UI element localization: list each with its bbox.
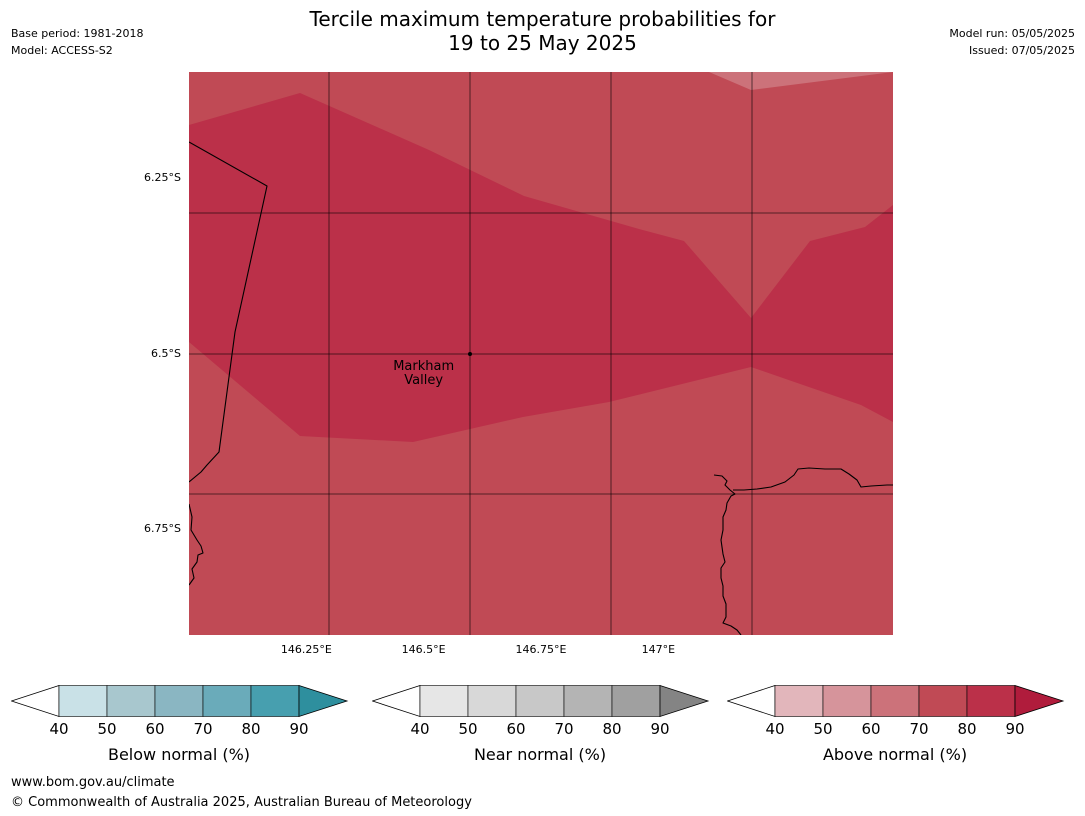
footer-copyright: © Commonwealth of Australia 2025, Austra… (11, 795, 472, 810)
place-label-line1: Markham (393, 358, 455, 374)
place-label-markham-valley: Markham Valley (374, 358, 474, 388)
probability-band-60-70 (709, 72, 893, 90)
colorbar-tick-label: 70 (909, 720, 929, 738)
colorbar-swatch (870, 685, 920, 717)
colorbar-extend-low (11, 685, 60, 718)
colorbar-extend-high (1014, 685, 1065, 718)
coastlines (189, 141, 893, 635)
colorbar-extend-low (727, 685, 776, 718)
coastline-markham-bay (733, 467, 893, 491)
colorbar-swatch (563, 685, 613, 717)
colorbar-tick-label: 60 (506, 720, 526, 738)
colorbar-swatch (611, 685, 661, 717)
map-title-line2: 19 to 25 May 2025 (448, 31, 637, 55)
lon-tick-label: 146.25°E (280, 643, 332, 656)
colorbar-below-normal-label: Below normal (%) (107, 745, 251, 764)
colorbar-tick-label: 50 (458, 720, 478, 738)
place-label-line2: Valley (404, 372, 444, 388)
map-panel[interactable] (189, 72, 893, 635)
colorbar-swatch (106, 685, 156, 717)
colorbar-near-normal-label: Near normal (%) (473, 745, 607, 764)
colorbar-near-normal-swatches (372, 685, 710, 718)
colorbar-tick-label: 80 (602, 720, 622, 738)
colorbar-swatch (966, 685, 1016, 717)
colorbar-swatch (419, 685, 469, 717)
map-title: Tercile maximum temperature probabilitie… (0, 7, 1085, 55)
coastline-west (189, 503, 204, 586)
colorbar-tick-label: 60 (861, 720, 881, 738)
model-text: Model: ACCESS-S2 (11, 44, 113, 57)
issued-text: Issued: 07/05/2025 (968, 44, 1075, 57)
colorbar-tick-label: 60 (145, 720, 165, 738)
colorbar-extend-high (659, 685, 710, 718)
base-period-text: Base period: 1981-2018 (11, 27, 144, 40)
colorbar-tick-label: 80 (957, 720, 977, 738)
colorbar-tick-label: 70 (193, 720, 213, 738)
colorbar-tick-label: 90 (1005, 720, 1025, 738)
footer-url[interactable]: www.bom.gov.au/climate (11, 775, 175, 790)
colorbar-swatch (58, 685, 108, 717)
colorbar-tick-label: 40 (49, 720, 69, 738)
lat-tick-label: 6.25°S (144, 170, 181, 184)
colorbar-extend-low (372, 685, 421, 718)
meta-right: Model run: 05/05/2025 Issued: 07/05/2025 (949, 25, 1075, 59)
colorbar-swatch (154, 685, 204, 717)
lon-tick-label: 147°E (641, 643, 676, 656)
place-marker-dot[interactable] (468, 352, 472, 356)
colorbar-tick-label: 40 (765, 720, 785, 738)
map-canvas[interactable] (189, 72, 893, 635)
colorbar-extend-high (298, 685, 349, 718)
lat-tick-label: 6.5°S (151, 346, 181, 360)
province-border (189, 141, 268, 483)
colorbar-swatch (250, 685, 300, 717)
lon-tick-label: 146.75°E (515, 643, 567, 656)
map-title-line1: Tercile maximum temperature probabilitie… (309, 7, 776, 31)
colorbar-swatch (467, 685, 517, 717)
colorbar-tick-label: 70 (554, 720, 574, 738)
colorbar-tick-label: 90 (289, 720, 309, 738)
model-run-text: Model run: 05/05/2025 (949, 27, 1075, 40)
colorbar-above-normal-label: Above normal (%) (822, 745, 968, 764)
colorbar-tick-label: 80 (241, 720, 261, 738)
colorbar-swatch (822, 685, 872, 717)
lon-tick-label: 146.5°E (401, 643, 446, 656)
colorbar-swatch (774, 685, 824, 717)
probability-band-80-90 (189, 93, 893, 442)
meta-left: Base period: 1981-2018 Model: ACCESS-S2 (11, 25, 143, 59)
colorbar-swatch (918, 685, 968, 717)
lat-tick-label: 6.75°S (144, 522, 181, 536)
colorbar-tick-label: 90 (650, 720, 670, 738)
colorbar-tick-label: 40 (410, 720, 430, 738)
coastline-huon (713, 474, 742, 635)
colorbar-tick-label: 50 (813, 720, 833, 738)
colorbar-below-normal-swatches (11, 685, 349, 718)
colorbar-above-normal-swatches (727, 685, 1065, 718)
colorbar-tick-label: 50 (97, 720, 117, 738)
colorbar-swatch (202, 685, 252, 717)
colorbar-swatch (515, 685, 565, 717)
